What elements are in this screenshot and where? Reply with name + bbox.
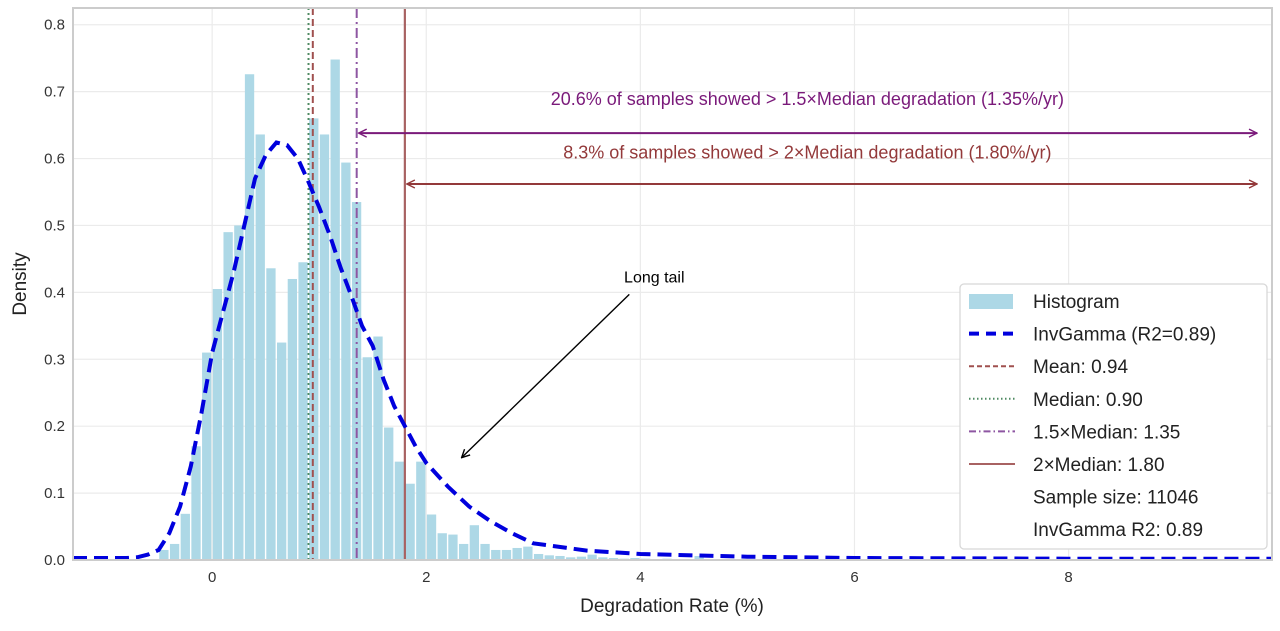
- histogram-bar: [405, 483, 415, 560]
- histogram-bar: [523, 546, 533, 560]
- histogram-bar: [512, 547, 522, 560]
- histogram-bar: [266, 268, 276, 560]
- histogram-bar: [202, 352, 212, 560]
- histogram-bar: [501, 549, 512, 560]
- histogram-bar: [630, 557, 640, 560]
- y-tick-label: 0.3: [44, 351, 65, 368]
- histogram-bar: [576, 556, 587, 560]
- histogram-bar: [255, 134, 265, 560]
- histogram-bar: [480, 543, 490, 560]
- x-tick-label: 2: [422, 569, 430, 586]
- y-tick-label: 0.0: [44, 552, 65, 569]
- y-tick-label: 0.2: [44, 418, 65, 435]
- y-tick-label: 0.8: [44, 17, 65, 34]
- legend-entry: 2×Median: 1.80: [1033, 455, 1165, 476]
- legend-entry: InvGamma R2: 0.89: [1033, 520, 1203, 541]
- long-tail-arrow: [462, 293, 630, 457]
- legend-entry: Sample size: 11046: [1033, 488, 1198, 509]
- histogram-bar: [319, 134, 330, 560]
- x-tick-label: 4: [636, 569, 644, 586]
- histogram-bars: [159, 59, 715, 561]
- x-axis-label: Degradation Rate (%): [580, 596, 764, 617]
- legend-box: [959, 283, 1268, 550]
- histogram-bar: [373, 336, 383, 560]
- y-tick-label: 0.7: [44, 84, 65, 101]
- histogram-bar: [159, 549, 169, 560]
- histogram-bar: [426, 514, 437, 560]
- histogram-bar: [384, 427, 394, 560]
- histogram-bar: [277, 342, 287, 560]
- y-axis-label: Density: [10, 252, 31, 316]
- histogram-bar: [469, 525, 480, 560]
- histogram-bar: [448, 534, 458, 560]
- annotation-text: Long tail: [624, 269, 685, 286]
- histogram-bar: [212, 289, 223, 560]
- y-tick-label: 0.4: [44, 284, 65, 301]
- histogram-bar: [341, 162, 351, 560]
- reference-lines: [307, 8, 406, 560]
- x-tick-label: 6: [850, 569, 858, 586]
- x-tick-label: 0: [208, 569, 216, 586]
- legend-entry: Median: 0.90: [1033, 390, 1143, 411]
- histogram-bar: [180, 513, 190, 560]
- histogram-bar: [555, 555, 565, 560]
- legend-swatch: [969, 294, 1013, 309]
- histogram-bar: [223, 232, 233, 561]
- axis-ticks: 0 2 4 6 8 0.0 0.1 0.2 0.3 0.4 0.5 0.6 0.7 0.8: [44, 17, 1073, 586]
- histogram-bar: [694, 555, 704, 560]
- histogram-bar: [330, 59, 340, 561]
- histogram-bar: [191, 446, 201, 560]
- legend-entry: InvGamma (R2=0.89): [1033, 325, 1216, 346]
- histogram-bar: [351, 202, 362, 560]
- histogram-bar: [491, 549, 501, 560]
- histogram-bar: [244, 74, 255, 561]
- histogram-bar: [533, 553, 544, 560]
- invgamma-fit-curve: [73, 140, 1272, 561]
- histogram-bar: [598, 557, 608, 560]
- legend-entry: Mean: 0.94: [1033, 357, 1128, 378]
- y-tick-label: 0.6: [44, 151, 65, 168]
- histogram-bar: [394, 461, 405, 560]
- histogram-bar: [298, 262, 308, 560]
- histogram-bar: [608, 557, 619, 560]
- histogram-bar: [362, 357, 372, 560]
- y-tick-label: 0.5: [44, 217, 65, 234]
- histogram-bar: [566, 557, 576, 560]
- histogram-bar: [234, 225, 244, 561]
- histogram-bar: [169, 543, 180, 560]
- legend-entry: Histogram: [1033, 292, 1120, 313]
- histogram-bar: [287, 278, 298, 560]
- histogram-bar: [437, 533, 447, 560]
- histogram-bar: [544, 555, 554, 560]
- histogram-bar: [416, 461, 426, 560]
- legend-entry: 1.5×Median: 1.35: [1033, 422, 1180, 443]
- legend: Histogram InvGamma (R2=0.89) Mean: 0.94 Med…: [959, 283, 1268, 550]
- annotation-text: 8.3% of samples showed > 2×Median degrad…: [563, 143, 1051, 163]
- histogram-bar: [458, 543, 469, 560]
- histogram-bar: [587, 554, 597, 560]
- x-tick-label: 8: [1064, 569, 1072, 586]
- annotation-text: 20.6% of samples showed > 1.5×Median deg…: [551, 89, 1064, 109]
- y-tick-label: 0.1: [44, 485, 65, 502]
- plot-frame: [72, 7, 1273, 561]
- annotations: 20.6% of samples showed > 1.5×Median deg…: [359, 89, 1257, 458]
